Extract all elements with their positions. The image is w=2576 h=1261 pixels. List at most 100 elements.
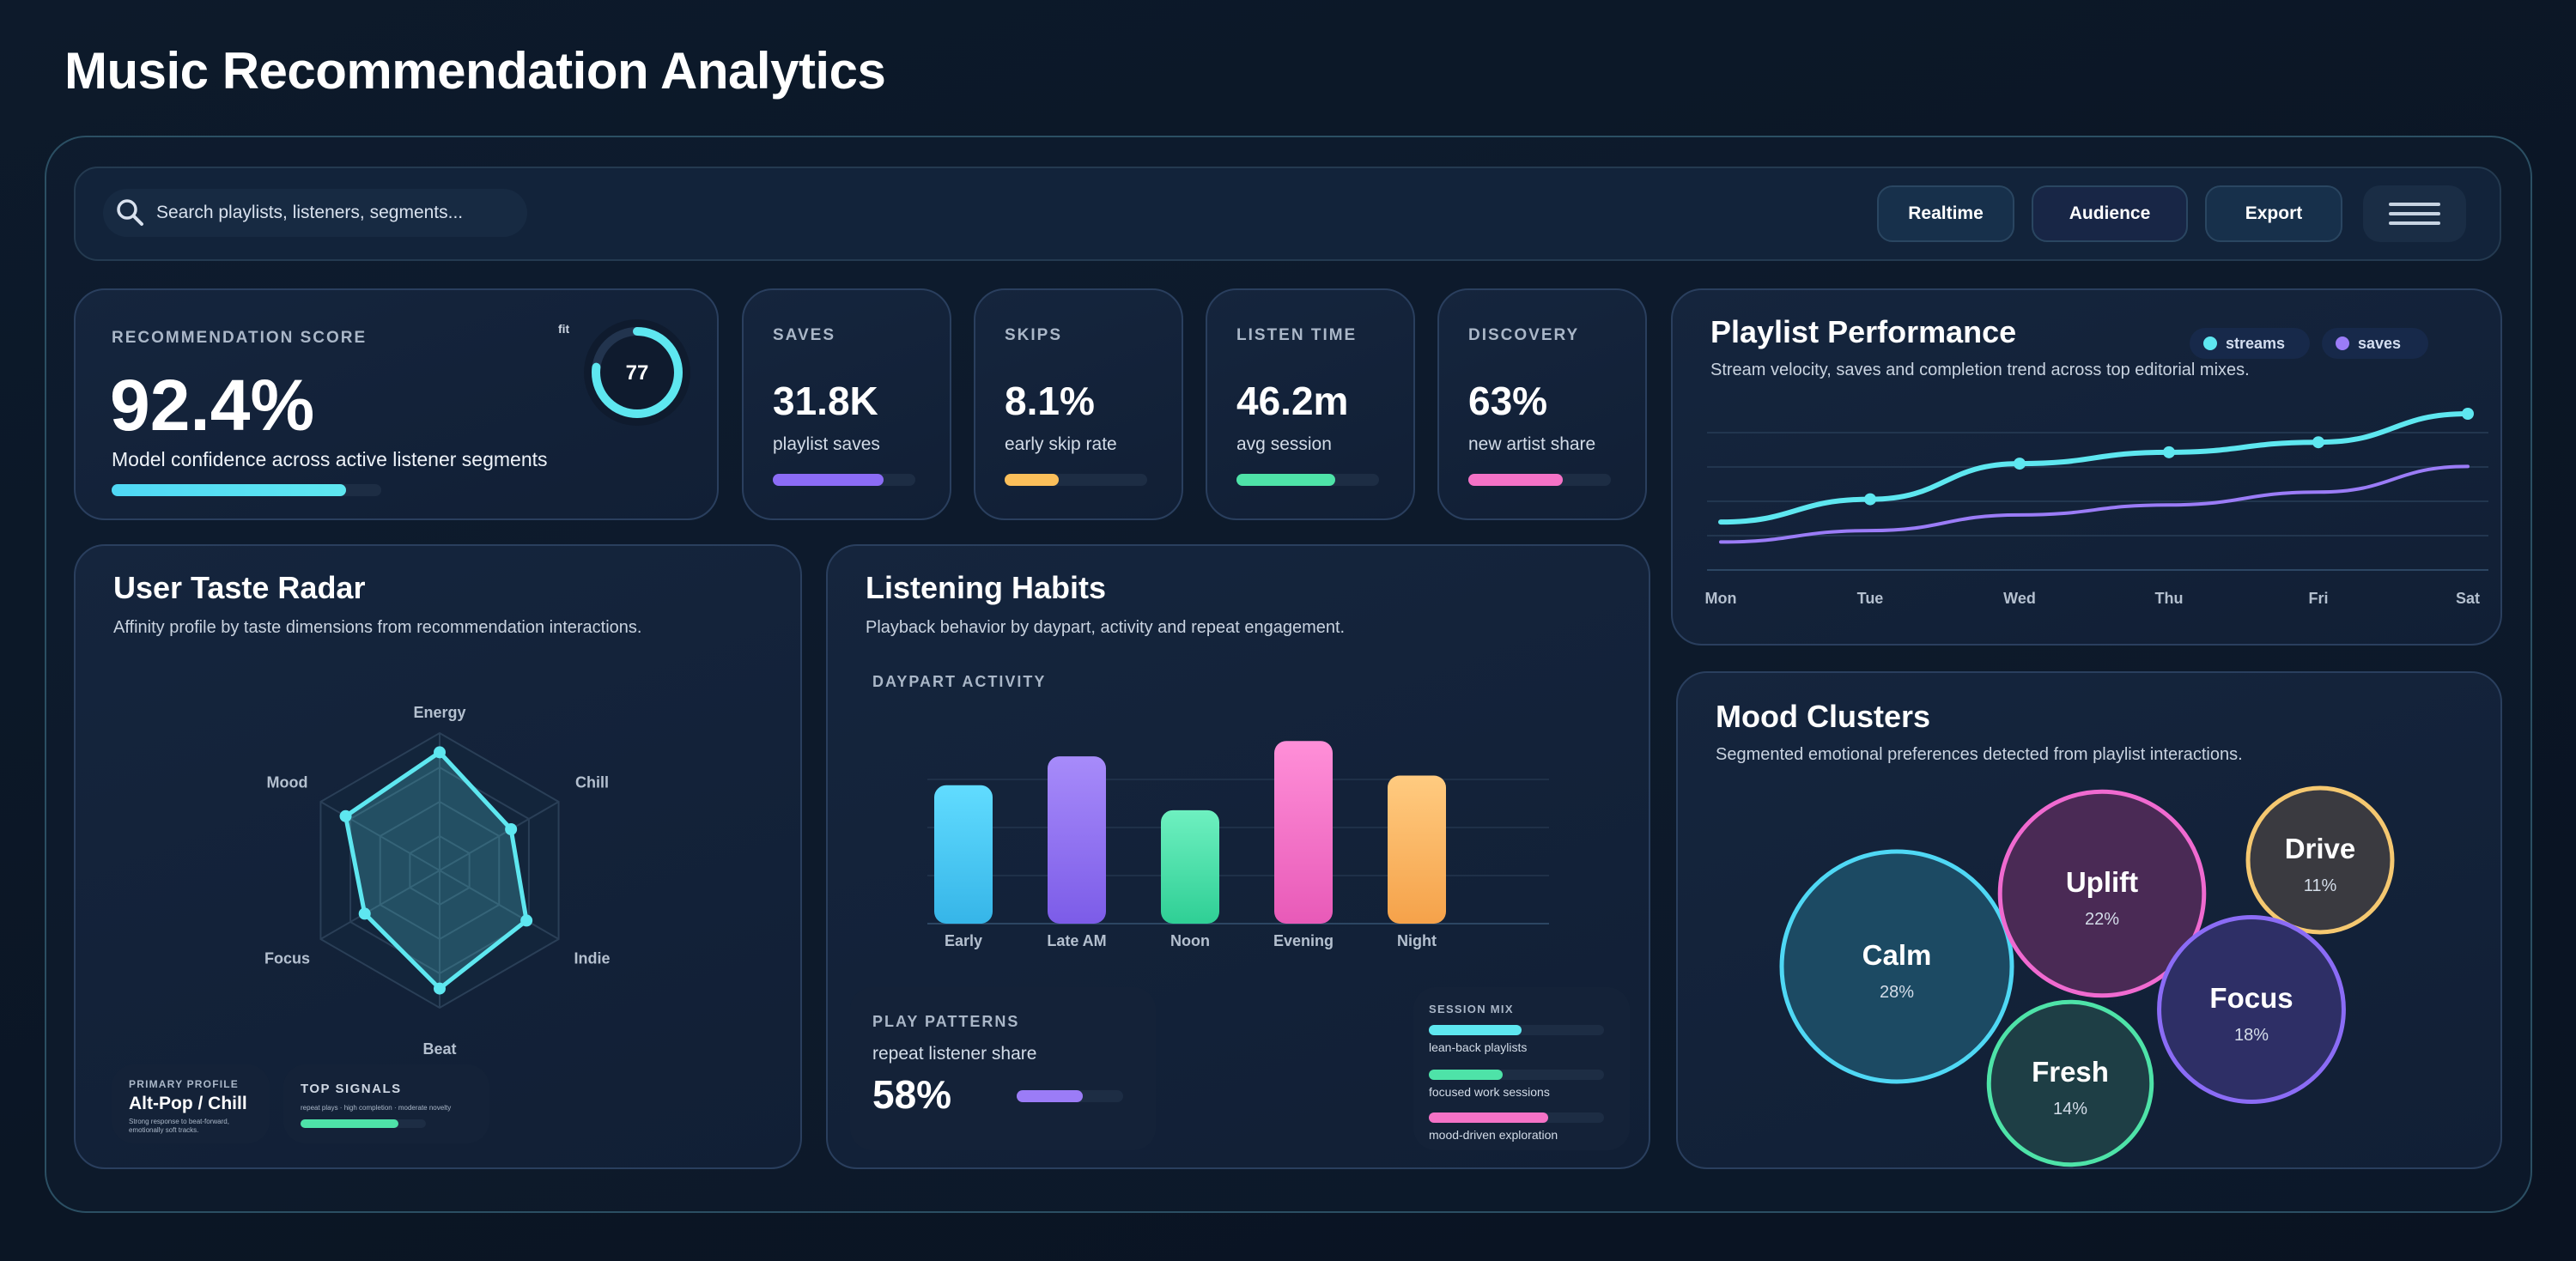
radar-spoke [319,870,440,940]
cluster-percent: 11% [2304,876,2337,895]
mood-desc: Segmented emotional preferences detected… [1716,745,2243,764]
kpi-progress-fill [1005,474,1060,486]
score-label: RECOMMENDATION SCORE [112,329,368,347]
radar-axis-label: Beat [422,1040,456,1058]
kpi-progress-fill [1468,474,1563,486]
kpi-value: 8.1% [1005,379,1095,423]
cluster-focus [2157,915,2346,1104]
score-value: 92.4% [110,365,315,446]
kpi-progress-fill [1236,474,1335,486]
search-bar[interactable] [103,189,527,237]
habits-title: Listening Habits [866,570,1107,605]
radar-point [434,746,446,759]
radar-axis-label: Mood [266,774,307,791]
score-progress-track [112,484,381,496]
radar-point [434,982,446,995]
streams-point [2163,446,2175,458]
radar-axis-label: Chill [575,774,609,791]
kpi-value: 46.2m [1236,379,1349,423]
kpi-card-listen-time: LISTEN TIME 46.2m avg session [1206,288,1415,520]
radar-spoke [439,870,560,940]
kpi-progress-track [1468,474,1611,486]
x-tick-label: Thu [2155,590,2184,607]
legend-streams-label: streams [2226,334,2286,352]
radar-axis-label: Indie [574,950,611,967]
bar-noon [1161,809,1219,924]
mood-bubble-chart: Calm 28% Uplift 22% Drive 11% Focus 18% Fresh 14% [1779,785,2395,1167]
bar-night [1388,775,1446,924]
radar-point [505,823,518,835]
radar-axis-label: Energy [413,704,465,721]
radar-point [520,914,533,927]
cluster-fresh [1986,999,2154,1167]
legend-saves[interactable]: saves [2322,328,2428,359]
saves-line [1719,464,2470,544]
score-caption: Model confidence across active listener … [112,448,548,470]
top-signals-note: repeat plays · high completion · moderat… [301,1104,452,1112]
session-item-label: lean-back playlists [1429,1040,1528,1054]
primary-profile-label: PRIMARY PROFILE [129,1078,240,1090]
kpi-caption: early skip rate [1005,434,1117,454]
cluster-percent: 22% [2085,910,2119,929]
realtime-button[interactable]: Realtime [1877,185,2014,242]
taste-radar-chart: Energy Chill Indie Beat Focus Mood [264,704,611,1058]
playlist-title: Playlist Performance [1710,314,2017,349]
kpi-caption: playlist saves [773,434,880,454]
session-item-label: mood-driven exploration [1429,1128,1558,1142]
top-signals-box: TOP SIGNALS repeat plays · high completi… [283,1064,489,1143]
menu-icon[interactable] [2363,185,2466,242]
primary-profile-note: Strong response to beat-forward, emotion… [129,1118,229,1134]
radar-point [358,907,371,920]
primary-profile-box: PRIMARY PROFILE Alt-Pop / Chill Strong r… [112,1064,270,1143]
radar-title: User Taste Radar [113,570,366,605]
search-input[interactable] [156,203,500,223]
session-fill [1429,1025,1522,1035]
session-mix-box: SESSION MIX lean-back playlists focused … [1413,987,1630,1150]
top-signals-label: TOP SIGNALS [301,1082,402,1096]
export-button[interactable]: Export [2205,185,2342,242]
streams-point [2014,458,2026,470]
score-card: RECOMMENDATION SCORE 92.4% Model confide… [74,288,719,520]
play-patterns-fill [1017,1090,1083,1102]
kpi-progress-track [1236,474,1379,486]
legend-saves-label: saves [2358,334,2402,352]
kpi-progress-track [1005,474,1147,486]
daypart-bar-chart: Early Late AM Noon Evening Night [927,741,1549,949]
kpi-progress-fill [773,474,884,486]
session-fill [1429,1112,1548,1123]
page-title: Music Recommendation Analytics [64,42,886,100]
cluster-label: Fresh [2032,1056,2109,1088]
cluster-calm [1779,849,2014,1084]
radar-axis-label: Focus [264,950,310,967]
session-mix-label: SESSION MIX [1429,1003,1514,1015]
kpi-card-saves: SAVES 31.8K playlist saves [742,288,951,520]
mood-title: Mood Clusters [1716,699,1931,734]
fit-value: 77 [626,361,649,385]
bar-category-label: Noon [1170,932,1210,949]
kpi-label: DISCOVERY [1468,326,1580,344]
cluster-label: Uplift [2066,866,2138,898]
search-icon [117,199,143,226]
bar-category-label: Late AM [1047,932,1106,949]
taste-radar-card: User Taste Radar Affinity profile by tas… [74,544,802,1169]
radar-point [339,809,352,822]
audience-button[interactable]: Audience [2032,185,2188,242]
kpi-card-skips: SKIPS 8.1% early skip rate [974,288,1183,520]
play-patterns-caption: repeat listener share [872,1044,1037,1064]
fit-gauge: 77 [584,319,690,426]
play-patterns-value: 58% [872,1072,952,1117]
session-fill [1429,1070,1503,1080]
listening-habits-card: Listening Habits Playback behavior by da… [826,544,1650,1169]
cluster-label: Drive [2285,833,2356,864]
kpi-caption: avg session [1236,434,1332,454]
fit-label: fit [558,322,570,336]
bar-category-label: Night [1397,932,1437,949]
cluster-percent: 18% [2234,1026,2269,1045]
radar-spoke [439,801,560,871]
legend-streams[interactable]: streams [2190,328,2310,359]
streams-point [2312,436,2324,449]
bar-category-label: Early [945,932,982,949]
bar-early [934,785,993,924]
primary-profile-value: Alt-Pop / Chill [129,1094,247,1113]
session-track [1429,1025,1604,1035]
